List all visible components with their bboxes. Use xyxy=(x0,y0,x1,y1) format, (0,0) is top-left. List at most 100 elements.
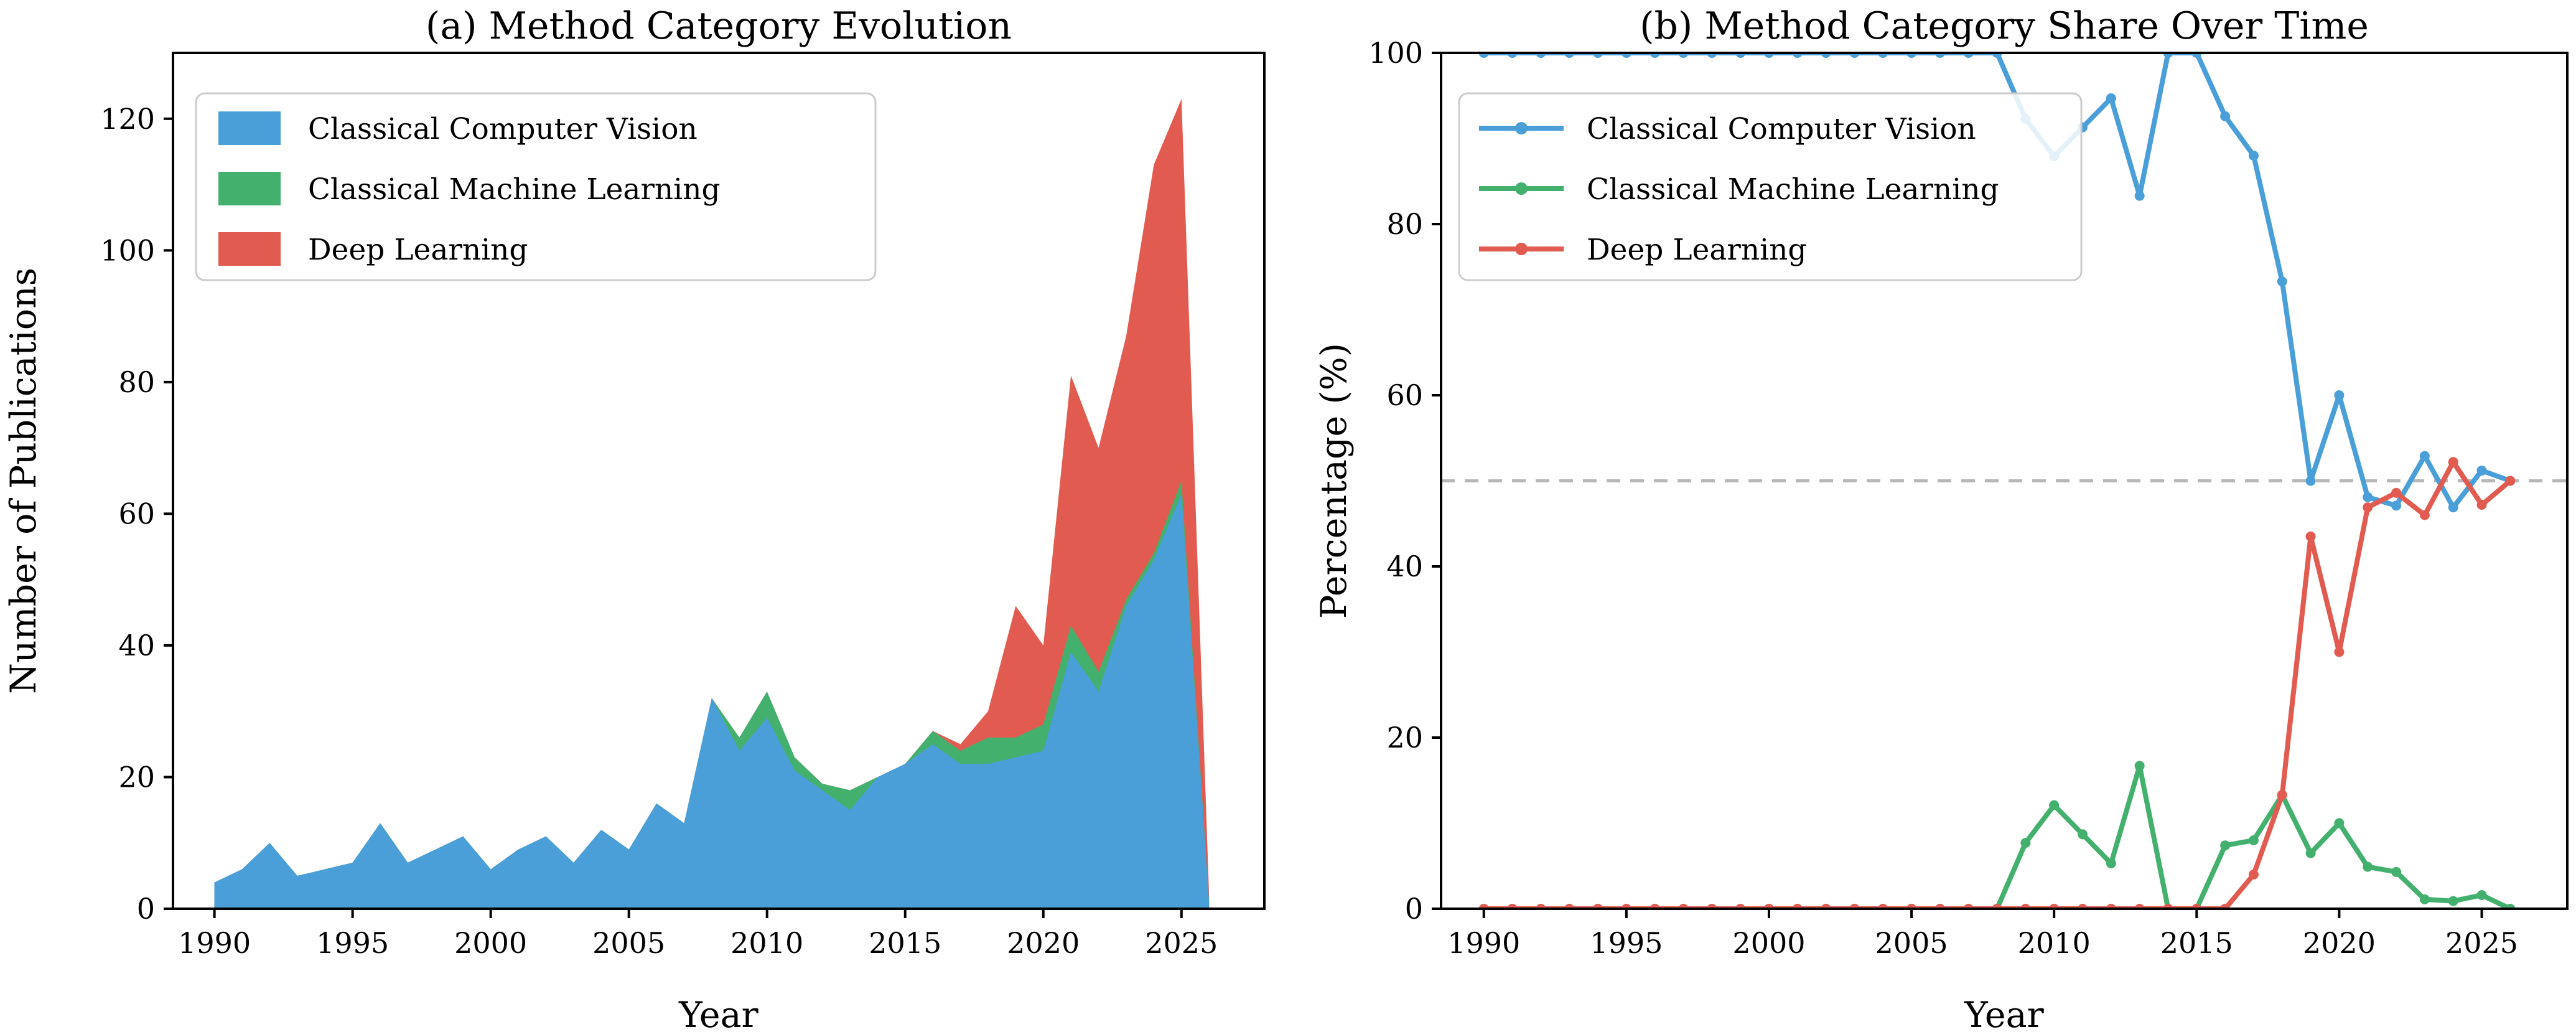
legend-label: Deep Learning xyxy=(308,233,528,267)
legend-item-classical-machine-learning: Classical Machine Learning xyxy=(1479,172,1999,207)
line-classical-machine-learning-marker xyxy=(2220,840,2231,851)
line-deep-learning-marker xyxy=(2448,457,2458,467)
line-classical-computer-vision-marker xyxy=(2419,451,2430,461)
legend-swatch xyxy=(218,172,281,205)
x-tick-label: 2025 xyxy=(1145,926,1218,960)
y-axis-label: Percentage (%) xyxy=(1314,343,1355,619)
x-tick-label: 1995 xyxy=(1590,926,1663,960)
line-classical-computer-vision-marker xyxy=(2220,111,2231,121)
x-tick-label: 2015 xyxy=(869,926,941,960)
line-classical-machine-learning-marker xyxy=(2419,894,2430,904)
y-tick-label: 20 xyxy=(118,760,155,794)
legend-label: Classical Machine Learning xyxy=(1587,172,1999,207)
line-classical-machine-learning-marker xyxy=(2049,800,2060,810)
line-classical-computer-vision-marker xyxy=(2305,476,2316,486)
line-classical-machine-learning-marker xyxy=(2248,835,2259,845)
line-classical-computer-vision-marker xyxy=(2334,390,2345,400)
legend-marker xyxy=(1515,243,1528,255)
axes-spines xyxy=(1440,52,2569,910)
legend-item-classical-computer-vision: Classical Computer Vision xyxy=(1479,112,1976,146)
legend: Classical Computer Vision Classical Machi… xyxy=(195,92,877,281)
line-classical-machine-learning-marker xyxy=(2476,890,2487,900)
legend-swatch xyxy=(218,232,281,266)
line-classical-machine-learning-marker xyxy=(2334,818,2345,828)
x-tick-label: 2010 xyxy=(730,926,803,960)
x-tick-label: 2005 xyxy=(592,926,665,960)
line-classical-machine-learning-marker xyxy=(2391,866,2402,877)
line-deep-learning-marker xyxy=(2248,870,2259,880)
line-classical-machine-learning-marker xyxy=(2134,761,2145,771)
line-classical-machine-learning-marker xyxy=(2078,829,2088,840)
line-deep-learning-marker xyxy=(2476,500,2487,510)
x-axis-label: Year xyxy=(1964,995,2044,1032)
line-deep-learning-marker xyxy=(2505,476,2516,486)
x-tick-label: 2025 xyxy=(2445,926,2518,960)
legend-marker xyxy=(1515,182,1528,195)
panel-b: 1990 1995 2000 2005 2010 2015 2020 2025 0 20 40 60 8… xyxy=(1314,4,2569,1032)
y-tick-label: 80 xyxy=(1386,207,1423,241)
line-classical-computer-vision-marker xyxy=(2248,151,2259,161)
legend-box xyxy=(195,92,877,281)
y-tick-label: 120 xyxy=(100,102,155,136)
y-tick-label: 0 xyxy=(1405,892,1423,926)
y-axis-label: Number of Publications xyxy=(3,268,44,694)
legend-marker xyxy=(1515,122,1528,134)
line-deep-learning-marker xyxy=(2419,510,2430,520)
legend-item-deep-learning: Deep Learning xyxy=(218,232,528,267)
line-classical-machine-learning-marker xyxy=(2020,838,2031,848)
axes-spines xyxy=(172,52,1266,910)
y-tick-label: 60 xyxy=(1386,378,1423,412)
y-tick-label: 100 xyxy=(1368,36,1423,70)
line-classical-machine-learning-marker xyxy=(2106,858,2116,869)
chart-title: (a) Method Category Evolution xyxy=(426,4,1012,48)
line-classical-computer-vision-marker xyxy=(2363,492,2373,502)
line-classical-computer-vision-marker xyxy=(2106,93,2116,103)
line-classical-machine-learning-marker xyxy=(2448,896,2458,906)
line-deep-learning-marker xyxy=(2363,502,2373,513)
line-deep-learning-marker xyxy=(2391,487,2402,498)
y-tick-label: 20 xyxy=(1386,721,1423,754)
legend-item-classical-computer-vision: Classical Computer Vision xyxy=(218,111,698,146)
x-tick-label: 2000 xyxy=(1732,926,1805,960)
line-classical-computer-vision-marker xyxy=(2391,500,2402,511)
line-classical-computer-vision-marker xyxy=(2277,276,2287,287)
y-tick-label: 80 xyxy=(118,365,155,399)
legend-item-classical-machine-learning: Classical Machine Learning xyxy=(218,172,721,207)
legend-item-deep-learning: Deep Learning xyxy=(1479,233,1807,267)
legend: Classical Computer Vision Classical Machi… xyxy=(1458,92,2083,281)
x-tick-label: 2005 xyxy=(1875,926,1948,960)
line-deep-learning-marker xyxy=(2277,790,2287,800)
line-classical-machine-learning-marker xyxy=(2363,861,2373,872)
legend-box xyxy=(1458,92,2083,281)
legend-label: Classical Computer Vision xyxy=(308,112,698,146)
x-tick-label: 1990 xyxy=(178,926,251,960)
x-tick-label: 1995 xyxy=(316,926,389,960)
x-axis-label: Year xyxy=(678,995,758,1032)
line-classical-computer-vision-marker xyxy=(2134,190,2145,201)
x-tick-label: 2000 xyxy=(454,926,527,960)
y-tick-label: 40 xyxy=(118,629,155,662)
chart-title: (b) Method Category Share Over Time xyxy=(1640,4,2369,48)
legend-label: Classical Computer Vision xyxy=(1587,112,1976,146)
panel-a: 1990 1995 2000 2005 2010 2015 2020 2025 0 20 40 60 8… xyxy=(3,4,1266,1032)
plot-area xyxy=(214,99,1210,909)
line-classical-machine-learning-marker xyxy=(2305,848,2316,858)
x-tick-label: 2020 xyxy=(2303,926,2376,960)
line-classical-computer-vision-marker xyxy=(2476,466,2487,476)
x-tick-label: 1990 xyxy=(1447,926,1520,960)
y-tick-label: 40 xyxy=(1386,550,1423,583)
line-deep-learning-marker xyxy=(2334,647,2345,657)
x-tick-label: 2010 xyxy=(2018,926,2091,960)
y-tick-label: 0 xyxy=(137,892,155,926)
x-tick-label: 2015 xyxy=(2160,926,2233,960)
area-classical-computer-vision xyxy=(214,494,1210,909)
x-tick-label: 2020 xyxy=(1007,926,1080,960)
y-tick-label: 60 xyxy=(118,497,155,530)
line-classical-computer-vision-marker xyxy=(2448,502,2458,513)
line-deep-learning-marker xyxy=(2305,531,2316,542)
legend-label: Classical Machine Learning xyxy=(308,172,721,207)
legend-swatch xyxy=(218,111,281,145)
legend-label: Deep Learning xyxy=(1587,233,1807,267)
